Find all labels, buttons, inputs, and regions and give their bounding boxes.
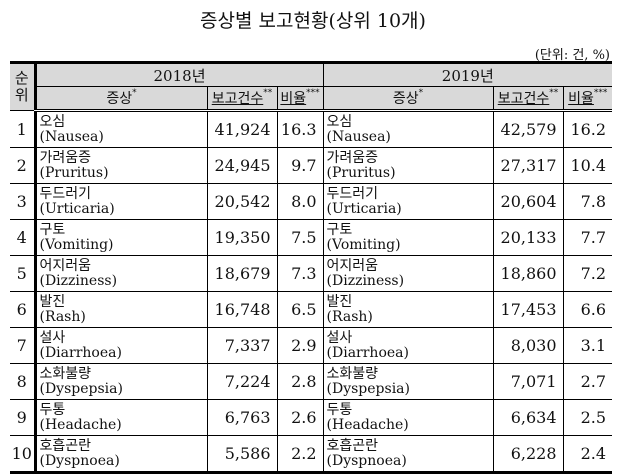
rank-cell: 3 <box>10 183 37 220</box>
count-cell-2018: 41,924 <box>206 110 278 148</box>
symptom-report-table: 순 위 2018년 2019년 증상* 보고건수** 비율*** 증상* 보고건… <box>10 61 613 474</box>
unit-note: (단위: 건, %) <box>534 48 610 63</box>
table-row: 2 가려움증 (Pruritus) 24,945 9.7 가려움증 (Pruritu… <box>10 147 613 184</box>
table-row: 4 구토 (Vomiting) 19,350 7.5 구토 (Vomiting) 2… <box>10 219 613 256</box>
count-cell-2018: 6,763 <box>206 399 278 436</box>
symptom-cell-2019: 설사 (Diarrhoea) <box>322 327 494 364</box>
symptom-cell-2018: 두드러기 (Urticaria) <box>34 183 208 220</box>
rank-cell: 8 <box>10 363 37 400</box>
table-row: 3 두드러기 (Urticaria) 20,542 8.0 두드러기 (Urtica… <box>10 183 613 220</box>
table-row: 5 어지러움 (Dizziness) 18,679 7.3 어지러움 (Dizzin… <box>10 255 613 292</box>
rank-cell: 9 <box>10 399 37 436</box>
year-header-2018: 2018년 <box>34 62 324 87</box>
table-row: 10 호흡곤란 (Dyspnoea) 5,586 2.2 호흡곤란 (Dyspnoe… <box>10 435 613 473</box>
rank-cell: 1 <box>10 110 37 148</box>
ratio-cell-2019: 3.1 <box>562 327 613 364</box>
ratio-cell-2019: 7.8 <box>562 183 613 220</box>
symptom-cell-2018: 소화불량 (Dyspepsia) <box>34 363 208 400</box>
symptom-cell-2019: 소화불량 (Dyspepsia) <box>322 363 494 400</box>
table-row: 1 오심 (Nausea) 41,924 16.3 오심 (Nausea) 42,5… <box>10 110 613 148</box>
count-cell-2018: 5,586 <box>206 435 278 473</box>
count-cell-2018: 16,748 <box>206 291 278 328</box>
count-cell-2018: 7,337 <box>206 327 278 364</box>
count-cell-2019: 20,133 <box>492 219 564 256</box>
symptom-cell-2018: 오심 (Nausea) <box>34 110 208 148</box>
count-cell-2019: 18,860 <box>492 255 564 292</box>
ratio-cell-2018: 7.3 <box>276 255 324 292</box>
count-cell-2019: 42,579 <box>492 110 564 148</box>
symptom-cell-2019: 두드러기 (Urticaria) <box>322 183 494 220</box>
ratio-cell-2019: 7.7 <box>562 219 613 256</box>
count-cell-2019: 20,604 <box>492 183 564 220</box>
symptom-cell-2018: 호흡곤란 (Dyspnoea) <box>34 435 208 473</box>
rank-cell: 4 <box>10 219 37 256</box>
count-header-2019: 보고건수** <box>492 86 564 112</box>
count-cell-2019: 8,030 <box>492 327 564 364</box>
ratio-cell-2019: 7.2 <box>562 255 613 292</box>
table-row: 9 두통 (Headache) 6,763 2.6 두통 (Headache) 6,… <box>10 399 613 436</box>
ratio-cell-2018: 7.5 <box>276 219 324 256</box>
ratio-cell-2019: 2.4 <box>562 435 613 473</box>
symptom-cell-2018: 어지러움 (Dizziness) <box>34 255 208 292</box>
count-cell-2019: 17,453 <box>492 291 564 328</box>
symptom-cell-2019: 구토 (Vomiting) <box>322 219 494 256</box>
table-row: 6 발진 (Rash) 16,748 6.5 발진 (Rash) 17,453 6.… <box>10 291 613 328</box>
symptom-cell-2019: 호흡곤란 (Dyspnoea) <box>322 435 494 473</box>
table-body: 1 오심 (Nausea) 41,924 16.3 오심 (Nausea) 42,5… <box>10 110 613 473</box>
rank-cell: 5 <box>10 255 37 292</box>
symptom-cell-2019: 발진 (Rash) <box>322 291 494 328</box>
count-cell-2019: 6,228 <box>492 435 564 473</box>
rank-cell: 7 <box>10 327 37 364</box>
ratio-cell-2019: 2.5 <box>562 399 613 436</box>
symptom-cell-2018: 가려움증 (Pruritus) <box>34 147 208 184</box>
page-title: 증상별 보고현황(상위 10개) <box>200 10 426 32</box>
rank-cell: 2 <box>10 147 37 184</box>
ratio-header-2019: 비율*** <box>562 86 613 112</box>
count-header-2018: 보고건수** <box>206 86 278 112</box>
count-cell-2018: 20,542 <box>206 183 278 220</box>
ratio-cell-2019: 16.2 <box>562 110 613 148</box>
ratio-header-2018: 비율*** <box>276 86 324 112</box>
symptom-cell-2018: 두통 (Headache) <box>34 399 208 436</box>
symptom-cell-2019: 어지러움 (Dizziness) <box>322 255 494 292</box>
symptom-cell-2018: 발진 (Rash) <box>34 291 208 328</box>
ratio-cell-2018: 2.6 <box>276 399 324 436</box>
ratio-cell-2019: 2.7 <box>562 363 613 400</box>
year-header-2019: 2019년 <box>322 62 613 87</box>
header-row-years: 순 위 2018년 2019년 <box>10 62 613 111</box>
count-cell-2018: 19,350 <box>206 219 278 256</box>
ratio-cell-2019: 6.6 <box>562 291 613 328</box>
ratio-cell-2018: 16.3 <box>276 110 324 148</box>
symptom-cell-2019: 두통 (Headache) <box>322 399 494 436</box>
count-cell-2018: 18,679 <box>206 255 278 292</box>
ratio-cell-2018: 6.5 <box>276 291 324 328</box>
rank-cell: 10 <box>10 435 37 473</box>
count-cell-2019: 6,634 <box>492 399 564 436</box>
symptom-cell-2018: 설사 (Diarrhoea) <box>34 327 208 364</box>
table-row: 8 소화불량 (Dyspepsia) 7,224 2.8 소화불량 (Dyspeps… <box>10 363 613 400</box>
count-cell-2018: 24,945 <box>206 147 278 184</box>
ratio-cell-2018: 2.9 <box>276 327 324 364</box>
symptom-header-2018: 증상* <box>34 86 208 112</box>
rank-header-line-2: 위 <box>14 86 29 104</box>
rank-cell: 6 <box>10 291 37 328</box>
ratio-cell-2018: 9.7 <box>276 147 324 184</box>
rank-header: 순 위 <box>10 62 37 111</box>
symptom-cell-2019: 오심 (Nausea) <box>322 110 494 148</box>
ratio-cell-2019: 10.4 <box>562 147 613 184</box>
count-cell-2019: 7,071 <box>492 363 564 400</box>
table-row: 7 설사 (Diarrhoea) 7,337 2.9 설사 (Diarrhoea) … <box>10 327 613 364</box>
ratio-cell-2018: 2.8 <box>276 363 324 400</box>
count-cell-2019: 27,317 <box>492 147 564 184</box>
ratio-cell-2018: 8.0 <box>276 183 324 220</box>
count-cell-2018: 7,224 <box>206 363 278 400</box>
ratio-cell-2018: 2.2 <box>276 435 324 473</box>
symptom-header-2019: 증상* <box>322 86 494 112</box>
symptom-cell-2019: 가려움증 (Pruritus) <box>322 147 494 184</box>
header-row-columns: 증상* 보고건수** 비율*** 증상* 보고건수** 비율*** <box>10 86 613 112</box>
rank-header-line-1: 순 <box>14 69 29 87</box>
symptom-cell-2018: 구토 (Vomiting) <box>34 219 208 256</box>
